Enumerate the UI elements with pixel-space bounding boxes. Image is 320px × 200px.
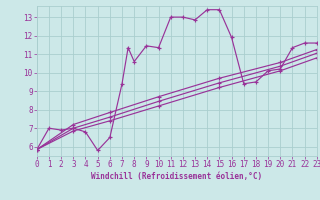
X-axis label: Windchill (Refroidissement éolien,°C): Windchill (Refroidissement éolien,°C) [91,172,262,181]
